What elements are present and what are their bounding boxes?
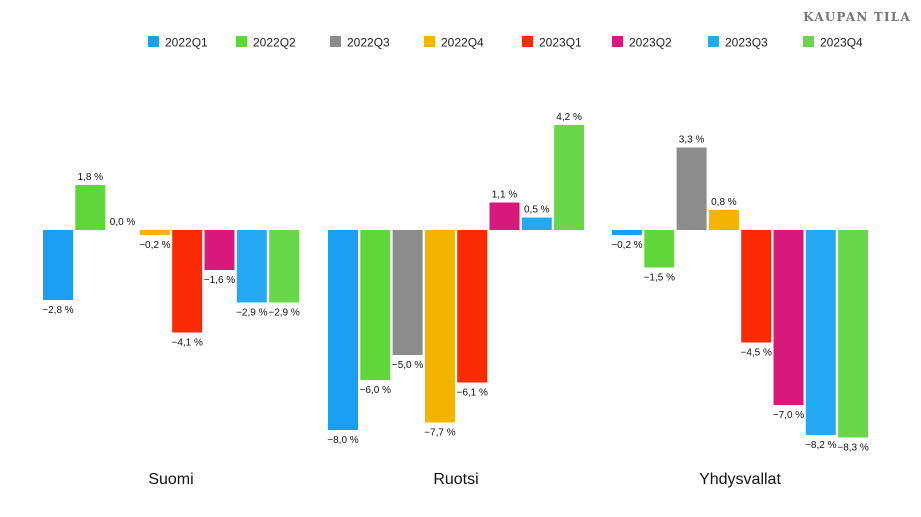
legend-label-2022Q1: 2022Q1 xyxy=(165,36,208,50)
value-label-Suomi-2023Q3: −2,9 % xyxy=(236,308,268,319)
bar-Suomi-2022Q4 xyxy=(139,230,170,235)
value-label-Suomi-2023Q4: −2,9 % xyxy=(268,308,300,319)
value-label-Yhdysvallat-2023Q4: −8,3 % xyxy=(837,443,869,454)
value-label-Ruotsi-2023Q2: 1,1 % xyxy=(492,190,518,201)
bar-Yhdysvallat-2022Q2 xyxy=(644,230,675,268)
value-label-Yhdysvallat-2022Q1: −0,2 % xyxy=(611,240,643,251)
bar-Ruotsi-2023Q4 xyxy=(554,125,585,230)
legend-label-2022Q4: 2022Q4 xyxy=(441,36,484,50)
bar-Ruotsi-2022Q1 xyxy=(328,230,358,430)
bar-Suomi-2023Q4 xyxy=(269,230,300,303)
value-label-Suomi-2022Q3: 0,0 % xyxy=(110,217,136,228)
brand-logo: KAUPAN TILA xyxy=(803,10,911,24)
value-label-Ruotsi-2023Q3: 0,5 % xyxy=(524,205,550,216)
legend-label-2023Q4: 2023Q4 xyxy=(820,36,863,50)
bar-Yhdysvallat-2023Q1 xyxy=(741,230,772,343)
value-label-Suomi-2022Q4: −0,2 % xyxy=(139,240,171,251)
value-label-Yhdysvallat-2022Q3: 3,3 % xyxy=(679,135,705,146)
legend-label-2023Q1: 2023Q1 xyxy=(539,36,582,50)
legend-label-2023Q3: 2023Q3 xyxy=(725,36,768,50)
legend-swatch-2023Q3 xyxy=(708,36,719,47)
bar-Yhdysvallat-2023Q2 xyxy=(773,230,804,405)
value-label-Ruotsi-2023Q1: −6,1 % xyxy=(456,388,488,399)
bar-Yhdysvallat-2022Q4 xyxy=(708,210,739,230)
bar-Ruotsi-2022Q3 xyxy=(392,230,423,355)
bar-Ruotsi-2023Q3 xyxy=(521,217,552,230)
bar-Yhdysvallat-2022Q1 xyxy=(612,230,642,235)
bar-Yhdysvallat-2023Q4 xyxy=(838,230,869,438)
category-label-Yhdysvallat: Yhdysvallat xyxy=(699,471,781,488)
legend-swatch-2022Q3 xyxy=(330,36,341,47)
value-label-Suomi-2022Q1: −2,8 % xyxy=(42,305,74,316)
legend-swatch-2023Q4 xyxy=(803,36,814,47)
bar-Yhdysvallat-2023Q3 xyxy=(805,230,836,435)
bar-Ruotsi-2022Q2 xyxy=(360,230,391,380)
value-label-Suomi-2022Q2: 1,8 % xyxy=(78,172,104,183)
bar-Ruotsi-2023Q1 xyxy=(457,230,488,383)
legend-label-2023Q2: 2023Q2 xyxy=(629,36,672,50)
bar-Ruotsi-2023Q2 xyxy=(489,202,520,230)
legend-swatch-2022Q4 xyxy=(424,36,435,47)
legend-swatch-2022Q2 xyxy=(236,36,247,47)
value-label-Ruotsi-2023Q4: 4,2 % xyxy=(556,112,582,123)
bar-Yhdysvallat-2022Q3 xyxy=(676,147,707,230)
value-label-Ruotsi-2022Q3: −5,0 % xyxy=(392,360,424,371)
legend-swatch-2022Q1 xyxy=(148,36,159,47)
value-label-Yhdysvallat-2022Q4: 0,8 % xyxy=(711,197,737,208)
value-label-Suomi-2023Q2: −1,6 % xyxy=(204,275,236,286)
legend-swatch-2023Q2 xyxy=(612,36,623,47)
bar-Suomi-2022Q2 xyxy=(75,185,106,230)
bar-Ruotsi-2022Q4 xyxy=(424,230,455,423)
value-label-Yhdysvallat-2023Q3: −8,2 % xyxy=(805,440,837,451)
legend-swatch-2023Q1 xyxy=(522,36,533,47)
value-label-Yhdysvallat-2022Q2: −1,5 % xyxy=(644,273,676,284)
value-label-Ruotsi-2022Q4: −7,7 % xyxy=(424,428,456,439)
value-label-Yhdysvallat-2023Q2: −7,0 % xyxy=(773,410,805,421)
category-label-Suomi: Suomi xyxy=(148,471,193,488)
legend-label-2022Q2: 2022Q2 xyxy=(253,36,296,50)
value-label-Ruotsi-2022Q1: −8,0 % xyxy=(327,435,359,446)
value-label-Suomi-2023Q1: −4,1 % xyxy=(171,338,203,349)
value-label-Yhdysvallat-2023Q1: −4,5 % xyxy=(740,348,772,359)
bar-Suomi-2023Q2 xyxy=(204,230,235,270)
value-label-Ruotsi-2022Q2: −6,0 % xyxy=(360,385,392,396)
bar-Suomi-2023Q3 xyxy=(236,230,267,303)
bar-Suomi-2022Q1 xyxy=(43,230,73,300)
bar-Suomi-2023Q1 xyxy=(172,230,203,333)
category-label-Ruotsi: Ruotsi xyxy=(433,471,478,488)
legend-label-2022Q3: 2022Q3 xyxy=(347,36,390,50)
